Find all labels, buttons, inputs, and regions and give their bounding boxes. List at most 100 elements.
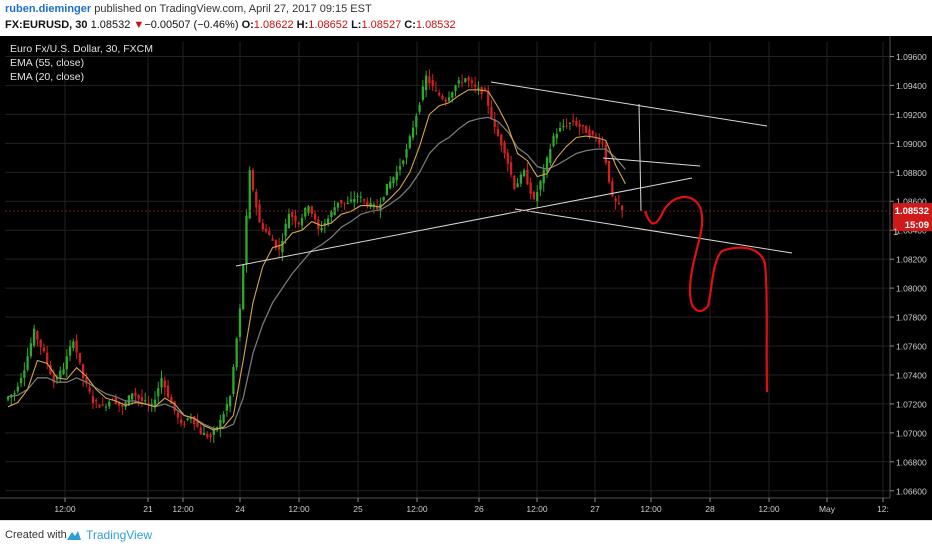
candle-body — [225, 404, 229, 411]
candle-body — [526, 169, 529, 185]
candle-body — [150, 403, 153, 405]
candle-body — [108, 401, 111, 407]
candle-body — [421, 86, 425, 100]
candle-body — [549, 149, 552, 163]
candle-body — [242, 264, 245, 310]
candle-body — [140, 397, 144, 402]
candle-body — [389, 181, 392, 189]
candle-body — [163, 380, 166, 388]
trendline — [514, 208, 793, 254]
candle-body — [487, 91, 490, 107]
candle-body — [353, 199, 356, 203]
candle-body — [39, 339, 42, 347]
candle-body — [558, 127, 562, 132]
candle-body — [144, 400, 147, 402]
candle-body — [568, 122, 572, 124]
candle-body — [451, 92, 454, 98]
candle-body — [565, 125, 568, 127]
candle-body — [245, 215, 248, 265]
close-label: C: — [404, 19, 416, 31]
candle-body — [291, 212, 294, 217]
candle-body — [124, 402, 127, 407]
chart-legend: Euro Fx/U.S. Dollar, 30, FXCM EMA (55, c… — [10, 43, 153, 83]
candle-body — [104, 406, 108, 408]
candle-body — [392, 177, 395, 184]
candle-body — [212, 429, 215, 435]
candle-body — [91, 396, 95, 404]
time-tick-label: 12:00 — [54, 504, 76, 514]
trendline — [638, 103, 642, 212]
candle-body — [78, 353, 82, 363]
candle-body — [509, 162, 513, 175]
candle-body — [202, 432, 206, 436]
publisher-link[interactable]: ruben.dieminger — [5, 3, 92, 15]
candle-body — [552, 135, 555, 147]
candle-body — [183, 423, 186, 425]
price-tick-label: 1.09200 — [896, 110, 927, 120]
candle-body — [431, 80, 434, 86]
chart-header: ruben.dieminger published on TradingView… — [0, 0, 932, 36]
candle-body — [19, 377, 23, 384]
time-tick-label: May — [819, 504, 836, 514]
candle-body — [405, 149, 408, 158]
candle-body — [248, 170, 251, 219]
candle-body — [157, 388, 160, 397]
candle-body — [42, 347, 46, 352]
trendlines — [235, 81, 793, 267]
legend-ema55: EMA (55, close) — [10, 57, 84, 69]
candle-body — [362, 199, 366, 201]
price-chart[interactable]: 1.09600 1.09400 1.09200 1.09000 1.08800 1.086… — [0, 36, 932, 520]
candle-body — [297, 222, 300, 225]
last-price-tag-bg — [893, 203, 932, 232]
last-price-tag-value: 1.08532 — [895, 206, 929, 217]
candle-body — [555, 133, 558, 139]
candle-body — [434, 90, 438, 92]
trendline — [602, 157, 701, 167]
candle-body — [336, 202, 340, 208]
candle-body — [617, 202, 621, 205]
candle-body — [26, 355, 29, 370]
legend-instrument: Euro Fx/U.S. Dollar, 30, FXCM — [10, 43, 153, 55]
candle-body — [562, 125, 565, 128]
candle-body — [88, 387, 91, 392]
candle-body — [75, 340, 78, 353]
last-price-tag: 1.08532 15:09 1 — [893, 203, 932, 238]
candle-body — [134, 392, 137, 396]
price-tick-label: 1.07400 — [896, 370, 927, 380]
low-label: L: — [351, 19, 362, 31]
candle-body — [493, 118, 496, 127]
candle-body — [340, 199, 343, 204]
price-tick-label: 1.07600 — [896, 342, 927, 352]
candle-body — [98, 404, 101, 408]
candle-body — [588, 129, 591, 137]
candle-body — [575, 120, 578, 126]
price-change: −0.00507 (−0.46%) — [144, 19, 239, 31]
ema20-line — [7, 89, 626, 431]
candle-body — [101, 404, 104, 406]
time-axis[interactable]: 12:00 21 12:00 24 12:00 25 12:00 26 12:00 27 12:00… — [0, 497, 890, 514]
candle-body — [398, 166, 402, 170]
candle-body — [85, 378, 88, 384]
candle-body — [516, 183, 519, 188]
chart-area[interactable]: 1.09600 1.09400 1.09200 1.09000 1.08800 1.086… — [0, 36, 932, 520]
candle-body — [307, 206, 310, 213]
candle-body — [193, 416, 196, 425]
candle-body — [68, 346, 72, 356]
candle-body — [542, 169, 545, 184]
symbol-label: FX:EURUSD, 30 — [5, 19, 88, 31]
candle-body — [496, 129, 500, 136]
price-tick-label: 1.09000 — [896, 139, 927, 149]
candle-body — [49, 364, 52, 375]
candle-body — [585, 126, 588, 134]
price-axis[interactable]: 1.09600 1.09400 1.09200 1.09000 1.08800 1.086… — [889, 36, 927, 498]
legend-ema20: EMA (20, close) — [10, 71, 84, 83]
time-tick-label: 26 — [474, 504, 484, 514]
candle-body — [23, 370, 26, 378]
candle-body — [581, 125, 585, 127]
high-value: 1.08652 — [308, 19, 348, 31]
candle-body — [366, 201, 369, 207]
tradingview-brand-link[interactable]: TradingView — [86, 528, 153, 542]
candle-body — [490, 107, 493, 119]
candle-body — [598, 139, 601, 144]
candle-body — [444, 99, 447, 102]
